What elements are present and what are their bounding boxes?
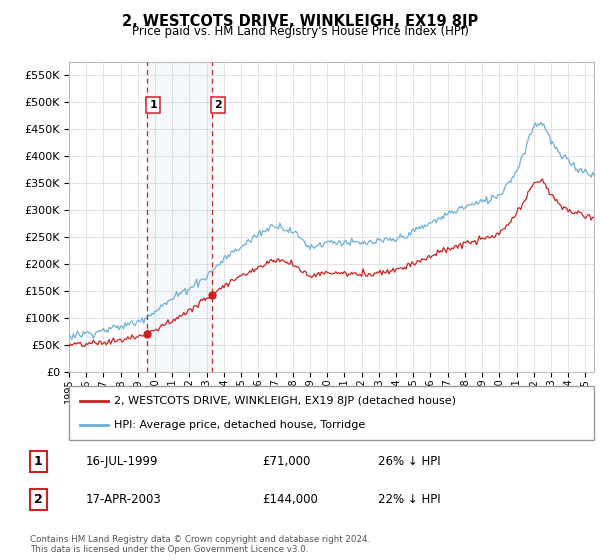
Text: Price paid vs. HM Land Registry's House Price Index (HPI): Price paid vs. HM Land Registry's House … xyxy=(131,25,469,38)
Text: 22% ↓ HPI: 22% ↓ HPI xyxy=(378,493,440,506)
Text: 2: 2 xyxy=(214,100,221,110)
Text: 26% ↓ HPI: 26% ↓ HPI xyxy=(378,455,440,468)
Text: 2: 2 xyxy=(34,493,43,506)
Text: 16-JUL-1999: 16-JUL-1999 xyxy=(85,455,158,468)
Text: 2, WESTCOTS DRIVE, WINKLEIGH, EX19 8JP: 2, WESTCOTS DRIVE, WINKLEIGH, EX19 8JP xyxy=(122,14,478,29)
Text: HPI: Average price, detached house, Torridge: HPI: Average price, detached house, Torr… xyxy=(113,419,365,430)
Text: Contains HM Land Registry data © Crown copyright and database right 2024.
This d: Contains HM Land Registry data © Crown c… xyxy=(30,535,370,554)
Text: £144,000: £144,000 xyxy=(262,493,318,506)
Text: £71,000: £71,000 xyxy=(262,455,310,468)
Text: 2, WESTCOTS DRIVE, WINKLEIGH, EX19 8JP (detached house): 2, WESTCOTS DRIVE, WINKLEIGH, EX19 8JP (… xyxy=(113,396,455,406)
Bar xyxy=(147,62,212,372)
Text: 1: 1 xyxy=(34,455,43,468)
Text: 17-APR-2003: 17-APR-2003 xyxy=(85,493,161,506)
Text: 1: 1 xyxy=(149,100,157,110)
